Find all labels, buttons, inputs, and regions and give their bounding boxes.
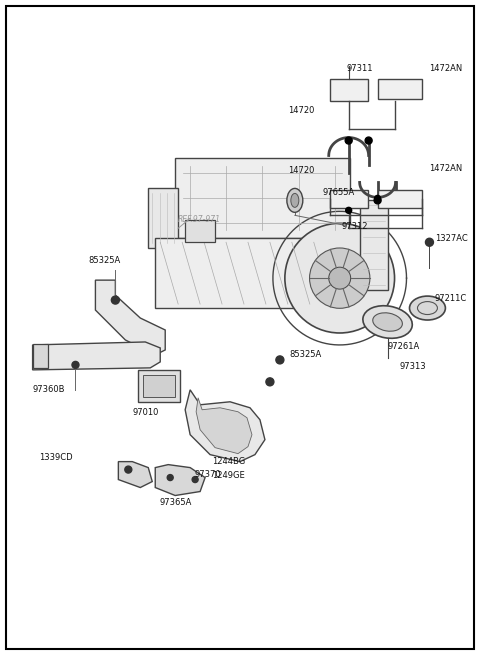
Ellipse shape — [291, 193, 299, 208]
Bar — [148, 189, 178, 248]
Text: 97360B: 97360B — [33, 385, 65, 394]
Bar — [330, 191, 368, 208]
Circle shape — [365, 137, 372, 144]
Ellipse shape — [363, 306, 412, 339]
Ellipse shape — [409, 296, 445, 320]
Bar — [185, 220, 215, 242]
Circle shape — [167, 475, 173, 481]
Bar — [175, 159, 350, 238]
Text: 1249GE: 1249GE — [212, 471, 245, 480]
Text: 97010: 97010 — [132, 408, 158, 417]
Bar — [144, 375, 175, 397]
Circle shape — [276, 356, 284, 364]
Circle shape — [346, 208, 352, 214]
Text: 1472AN: 1472AN — [430, 164, 463, 173]
Text: 97311: 97311 — [347, 64, 373, 73]
Text: 97370: 97370 — [195, 470, 221, 479]
Text: 97261A: 97261A — [387, 342, 420, 351]
Ellipse shape — [373, 313, 402, 331]
Text: 97211C: 97211C — [434, 293, 467, 303]
Polygon shape — [185, 390, 265, 462]
Text: 85325A: 85325A — [290, 350, 322, 359]
Polygon shape — [119, 462, 152, 487]
Circle shape — [345, 137, 352, 144]
Circle shape — [285, 223, 395, 333]
Text: 1244BG: 1244BG — [212, 457, 245, 466]
Bar — [155, 238, 365, 308]
Circle shape — [111, 296, 120, 304]
Text: 97312: 97312 — [341, 222, 368, 231]
Circle shape — [125, 466, 132, 473]
Text: 85325A: 85325A — [88, 256, 120, 265]
Circle shape — [192, 477, 198, 483]
Circle shape — [374, 195, 381, 201]
Text: 97365A: 97365A — [159, 498, 192, 506]
Text: 1339CD: 1339CD — [39, 453, 72, 462]
Ellipse shape — [287, 189, 303, 212]
Text: 97655A: 97655A — [323, 188, 355, 197]
Text: 97313: 97313 — [399, 362, 426, 371]
Circle shape — [329, 267, 351, 289]
Polygon shape — [196, 398, 252, 454]
Text: 1327AC: 1327AC — [435, 234, 468, 243]
Circle shape — [310, 248, 370, 309]
Circle shape — [266, 378, 274, 386]
Bar — [378, 191, 422, 208]
Circle shape — [72, 362, 79, 368]
Circle shape — [374, 197, 381, 204]
Text: 14720: 14720 — [288, 106, 315, 115]
Text: 14720: 14720 — [288, 166, 315, 175]
Polygon shape — [96, 280, 165, 355]
Bar — [138, 370, 180, 402]
Text: 1472AN: 1472AN — [430, 64, 463, 73]
Circle shape — [425, 238, 433, 246]
Polygon shape — [33, 342, 160, 370]
Bar — [360, 200, 387, 290]
Bar — [33, 344, 48, 368]
Bar — [378, 79, 422, 99]
Bar — [330, 79, 368, 101]
Polygon shape — [155, 464, 205, 496]
Text: REF.97-971: REF.97-971 — [178, 215, 221, 224]
